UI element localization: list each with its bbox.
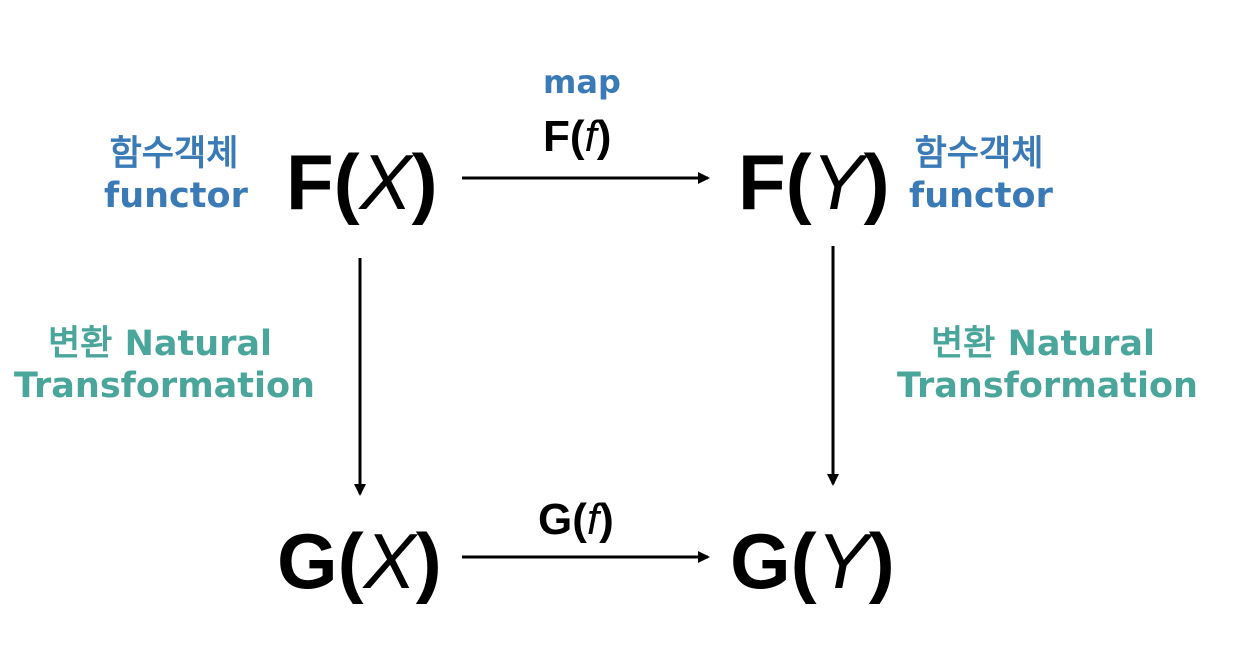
object-gx-var: X xyxy=(363,517,416,605)
morphism-bottom-functor: G xyxy=(538,495,573,544)
morphism-top-label: F(f) xyxy=(543,112,612,161)
nat-left-line1: 변환 Natural xyxy=(47,324,273,364)
object-gy: G(Y) xyxy=(730,517,895,605)
object-fy: F(Y) xyxy=(738,138,890,226)
morphism-bottom-label: G(f) xyxy=(538,495,614,544)
functor-right-english: functor xyxy=(909,176,1053,216)
object-fx-var: X xyxy=(359,138,412,226)
object-fy-functor: F xyxy=(738,138,786,226)
object-fx-functor: F xyxy=(286,138,334,226)
morphism-top-var: f xyxy=(584,112,597,161)
map-label: map xyxy=(543,63,621,101)
nat-trans-annotation-left: 변환 Natural Transformation xyxy=(14,323,315,407)
object-gy-var: Y xyxy=(816,517,869,605)
functor-annotation-left: 함수객체 functor xyxy=(104,133,248,217)
object-fy-var: Y xyxy=(811,138,864,226)
object-gy-functor: G xyxy=(730,517,791,605)
functor-left-english: functor xyxy=(104,176,248,216)
object-gx: G(X) xyxy=(277,517,442,605)
functor-annotation-right: 함수객체 functor xyxy=(909,133,1053,217)
functor-left-korean: 함수객체 xyxy=(109,134,239,174)
nat-trans-annotation-right: 변환 Natural Transformation xyxy=(897,323,1198,407)
functor-right-korean: 함수객체 xyxy=(914,134,1044,174)
object-gx-functor: G xyxy=(277,517,338,605)
nat-right-line2: Transformation xyxy=(897,366,1198,406)
morphism-top-functor: F xyxy=(543,112,570,161)
nat-left-line2: Transformation xyxy=(14,366,315,406)
object-fx: F(X) xyxy=(286,138,438,226)
nat-right-line1: 변환 Natural xyxy=(930,324,1156,364)
morphism-bottom-var: f xyxy=(586,495,600,544)
